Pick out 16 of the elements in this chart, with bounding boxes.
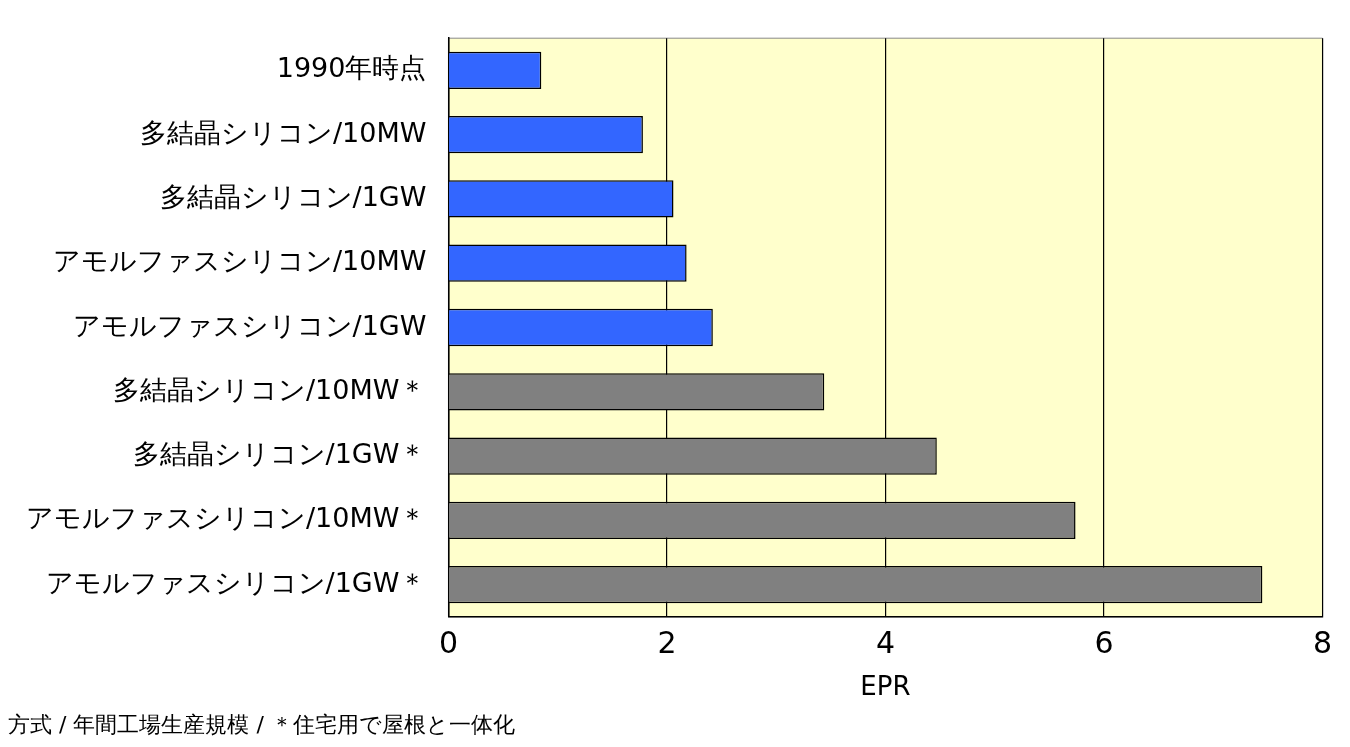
y-tick-label: 1990年時点 xyxy=(276,52,427,84)
y-tick-label: アモルファスシリコン/10MW＊ xyxy=(25,502,427,534)
y-tick-label: アモルファスシリコン/1GW xyxy=(72,309,427,341)
text: 方式 / 年間工場生産規模 / ＊住宅用で屋根と一体化 xyxy=(8,711,516,739)
y-tick-label: 多結晶シリコン/1GW＊ xyxy=(132,438,427,470)
y-tick-label: 多結晶シリコン/10MW＊ xyxy=(112,373,427,405)
y-tick-label: アモルファスシリコン/1GW＊ xyxy=(45,566,427,598)
x-tick-label: 0 xyxy=(438,624,458,660)
x-tick-label: 8 xyxy=(1312,624,1332,660)
y-tick-label: 多結晶シリコン/1GW xyxy=(159,180,427,212)
x-axis-title: EPR xyxy=(860,671,911,702)
y-tick-label: アモルファスシリコン/10MW xyxy=(52,245,427,277)
y-tick-label: 多結晶シリコン/10MW xyxy=(139,116,427,148)
x-tick-label: 6 xyxy=(1094,624,1114,660)
x-tick-label: 4 xyxy=(875,624,895,660)
x-tick-label: 2 xyxy=(657,624,677,660)
